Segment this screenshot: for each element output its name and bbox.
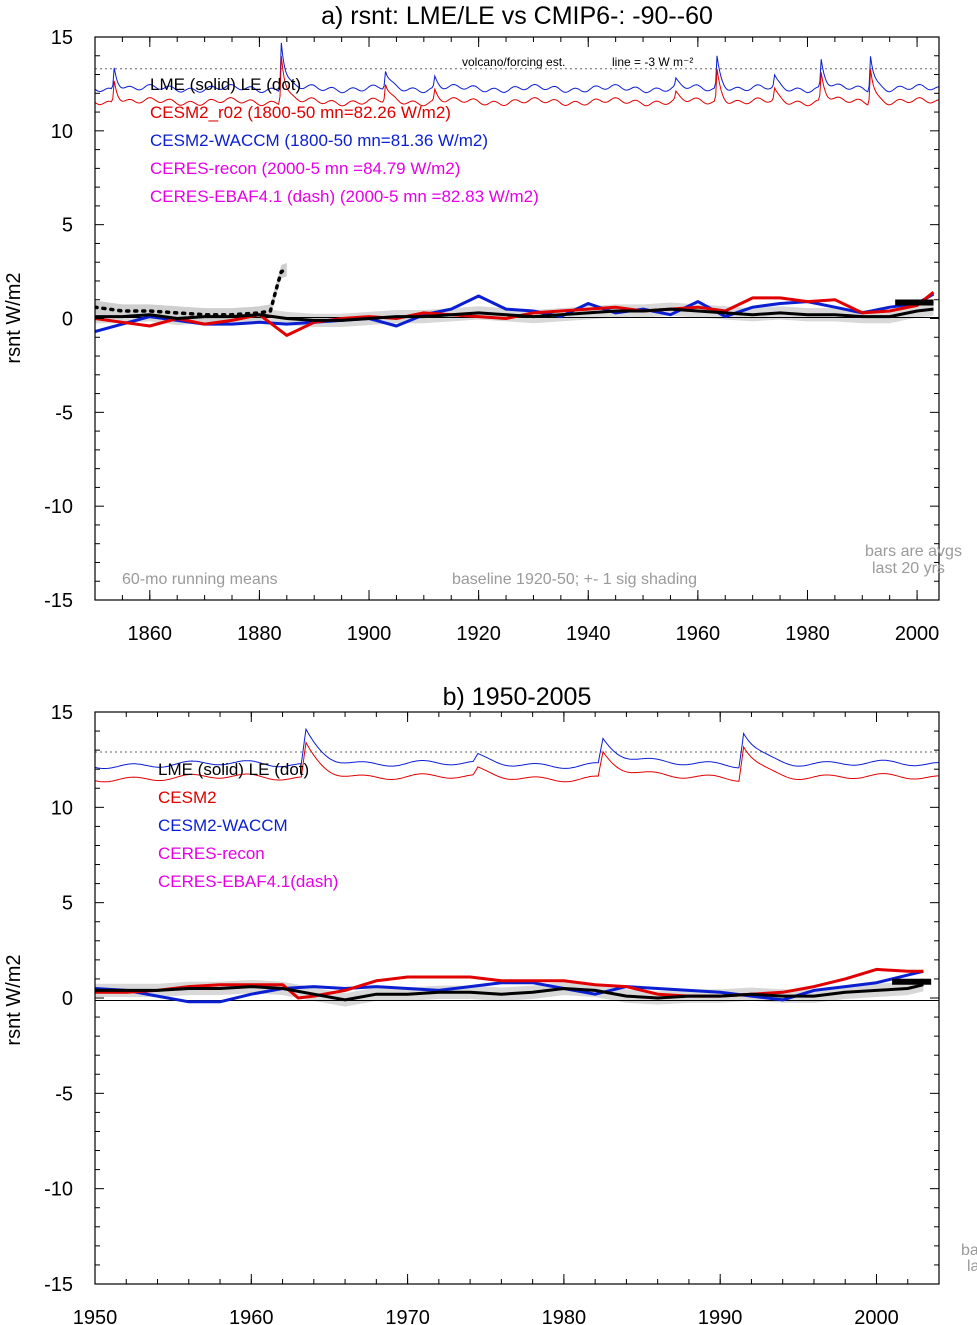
panel-a-title: a) rsnt: LME/LE vs CMIP6-: -90--60 xyxy=(321,2,713,30)
x-tick-label: 2000 xyxy=(895,623,940,645)
le-sigma-band xyxy=(95,263,287,322)
panel-b-ylabel: rsnt W/m2 xyxy=(3,954,25,1045)
series-line-le-dot xyxy=(95,267,289,317)
x-tick-label: 1880 xyxy=(237,623,282,645)
panel-a-axes: 15 10 5 0 -5 -10 -15 1860 1880 1900 1920 1940 1960 19… xyxy=(44,27,939,645)
x-tick-label: 1980 xyxy=(542,1307,587,1325)
legend-b-waccm: CESM2-WACCM xyxy=(158,816,288,835)
annotation-bars-1: bars are avgs xyxy=(865,543,962,560)
panel-b-volcano-forcing-curves xyxy=(95,727,939,783)
legend-b-cesm2: CESM2 xyxy=(158,788,217,807)
series-line-lme xyxy=(95,983,924,1002)
annotation-baseline: baseline 1920-50; +- 1 sig shading xyxy=(452,571,697,588)
y-tick-label: -5 xyxy=(55,1083,73,1105)
x-tick-label: 1950 xyxy=(73,1307,118,1325)
panel-a-volcano-forcing-curves xyxy=(95,42,939,107)
y-tick-label: 15 xyxy=(51,27,73,49)
panel-a-ylabel: rsnt W/m2 xyxy=(3,272,25,363)
annotation-line-label: line = -3 W m⁻² xyxy=(612,55,693,69)
series-line-lme-solid xyxy=(95,307,934,322)
y-tick-label: 0 xyxy=(62,309,73,331)
series-line-cesm2 xyxy=(95,967,924,1000)
y-tick-label: 15 xyxy=(51,702,73,724)
annotation-b-bars-2: la xyxy=(967,1258,977,1275)
annotation-b-bars-1: ba xyxy=(961,1242,977,1259)
x-tick-label: 1920 xyxy=(456,623,501,645)
legend-a-waccm: CESM2-WACCM (1800-50 mn=81.36 W/m2) xyxy=(150,131,488,150)
panel-b: b) 1950-2005 rsnt W/m2 15 10 5 0 -5 -10 -15195… xyxy=(3,683,977,1325)
legend-b-ceres-ebaf: CERES-EBAF4.1(dash) xyxy=(158,872,338,891)
y-tick-label: 5 xyxy=(62,215,73,237)
y-tick-label: -15 xyxy=(44,590,73,612)
legend-b-lme-le: LME (solid) LE (dot) xyxy=(158,760,309,779)
panel-a-volcano-curve-cesm2 xyxy=(95,55,939,107)
x-tick-label: 1860 xyxy=(128,623,173,645)
panel-b-title: b) 1950-2005 xyxy=(443,683,592,711)
legend-a-lme-le: LME (solid) LE (dot) xyxy=(150,75,301,94)
panel-a-series xyxy=(95,267,935,337)
panel-b-series xyxy=(95,967,924,1004)
legend-a-ceres-ebaf: CERES-EBAF4.1 (dash) (2000-5 mn =82.83 W… xyxy=(150,187,539,206)
panel-b-volcano-curve-cesm2 xyxy=(95,740,939,783)
x-tick-label: 1960 xyxy=(229,1307,274,1325)
x-tick-label: 1970 xyxy=(385,1307,430,1325)
x-tick-label: 1980 xyxy=(785,623,830,645)
x-tick-label: 1960 xyxy=(676,623,721,645)
x-tick-label: 1940 xyxy=(566,623,611,645)
panel-b-volcano-curve-waccm xyxy=(95,727,939,769)
y-tick-label: -10 xyxy=(44,496,73,518)
y-tick-label: -5 xyxy=(55,402,73,424)
panel-a: a) rsnt: LME/LE vs CMIP6-: -90--60 rsnt … xyxy=(3,2,962,645)
annotation-running-means: 60-mo running means xyxy=(122,571,278,588)
y-tick-label: 10 xyxy=(51,121,73,143)
panel-a-legend: LME (solid) LE (dot) CESM2_r02 (1800-50 … xyxy=(150,75,539,206)
legend-b-ceres-recon: CERES-recon xyxy=(158,844,265,863)
y-tick-label: 0 xyxy=(62,988,73,1010)
y-tick-label: -15 xyxy=(44,1274,73,1296)
annotation-bars-2: last 20 yrs xyxy=(872,560,945,577)
x-tick-label: 2000 xyxy=(854,1307,899,1325)
x-tick-label: 1900 xyxy=(347,623,392,645)
y-tick-label: 10 xyxy=(51,797,73,819)
annotation-volcano-label: volcano/forcing est. xyxy=(462,55,565,69)
legend-a-ceres-recon: CERES-recon (2000-5 mn =84.79 W/m2) xyxy=(150,159,460,178)
y-tick-label: -10 xyxy=(44,1179,73,1201)
legend-a-cesm2: CESM2_r02 (1800-50 mn=82.26 W/m2) xyxy=(150,103,451,122)
x-tick-label: 1990 xyxy=(698,1307,743,1325)
panel-b-legend: LME (solid) LE (dot) CESM2 CESM2-WACCM C… xyxy=(158,760,338,891)
panel-a-volcano-curve-waccm xyxy=(95,42,939,94)
y-tick-label: 5 xyxy=(62,893,73,915)
